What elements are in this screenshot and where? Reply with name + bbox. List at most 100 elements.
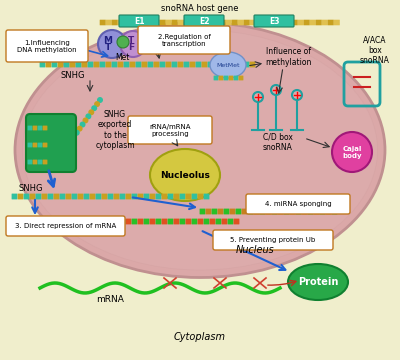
FancyBboxPatch shape <box>162 194 168 199</box>
FancyBboxPatch shape <box>150 194 156 199</box>
Text: SNHG: SNHG <box>18 184 42 193</box>
Circle shape <box>94 101 100 107</box>
FancyBboxPatch shape <box>118 20 124 25</box>
FancyBboxPatch shape <box>78 194 84 199</box>
FancyBboxPatch shape <box>238 20 244 25</box>
Text: M: M <box>104 36 112 45</box>
FancyBboxPatch shape <box>54 194 60 199</box>
Text: 5. Preventing protein Ub: 5. Preventing protein Ub <box>230 237 316 243</box>
Ellipse shape <box>210 52 246 78</box>
FancyBboxPatch shape <box>230 208 235 215</box>
FancyBboxPatch shape <box>108 194 114 199</box>
FancyBboxPatch shape <box>178 62 184 67</box>
FancyBboxPatch shape <box>33 126 38 130</box>
FancyBboxPatch shape <box>210 219 215 224</box>
FancyBboxPatch shape <box>136 62 142 67</box>
FancyBboxPatch shape <box>334 20 340 25</box>
FancyBboxPatch shape <box>304 20 310 25</box>
Circle shape <box>88 109 94 115</box>
FancyBboxPatch shape <box>114 194 120 199</box>
FancyBboxPatch shape <box>213 230 333 250</box>
FancyBboxPatch shape <box>138 194 144 199</box>
FancyBboxPatch shape <box>70 62 76 67</box>
FancyBboxPatch shape <box>144 219 150 224</box>
FancyBboxPatch shape <box>206 208 211 215</box>
FancyBboxPatch shape <box>148 20 154 25</box>
FancyBboxPatch shape <box>48 194 54 199</box>
FancyBboxPatch shape <box>200 208 206 215</box>
FancyBboxPatch shape <box>284 208 290 215</box>
FancyBboxPatch shape <box>112 20 118 25</box>
Text: Cajal
body: Cajal body <box>342 145 362 158</box>
Text: Influence of
methylation: Influence of methylation <box>265 47 311 67</box>
FancyBboxPatch shape <box>242 208 247 215</box>
FancyBboxPatch shape <box>132 219 138 224</box>
FancyBboxPatch shape <box>196 20 202 25</box>
Text: Cytoplasm: Cytoplasm <box>174 332 226 342</box>
Text: F: F <box>128 42 134 51</box>
FancyBboxPatch shape <box>144 194 150 199</box>
FancyBboxPatch shape <box>48 219 54 224</box>
FancyBboxPatch shape <box>126 219 132 224</box>
FancyBboxPatch shape <box>156 219 162 224</box>
FancyBboxPatch shape <box>30 219 36 224</box>
FancyBboxPatch shape <box>154 62 160 67</box>
FancyBboxPatch shape <box>43 143 48 147</box>
FancyBboxPatch shape <box>180 194 186 199</box>
FancyBboxPatch shape <box>148 62 154 67</box>
FancyBboxPatch shape <box>160 20 166 25</box>
FancyBboxPatch shape <box>120 219 126 224</box>
FancyBboxPatch shape <box>124 62 130 67</box>
FancyBboxPatch shape <box>108 219 114 224</box>
Circle shape <box>117 36 129 48</box>
FancyBboxPatch shape <box>66 194 72 199</box>
FancyBboxPatch shape <box>172 62 178 67</box>
Circle shape <box>71 134 77 140</box>
FancyBboxPatch shape <box>33 143 38 147</box>
Circle shape <box>85 113 91 120</box>
FancyBboxPatch shape <box>286 20 292 25</box>
FancyBboxPatch shape <box>204 219 210 224</box>
FancyBboxPatch shape <box>38 159 42 165</box>
FancyBboxPatch shape <box>224 208 230 215</box>
FancyBboxPatch shape <box>226 62 231 67</box>
FancyBboxPatch shape <box>90 219 96 224</box>
Circle shape <box>77 126 83 132</box>
FancyBboxPatch shape <box>226 20 232 25</box>
FancyBboxPatch shape <box>202 20 208 25</box>
FancyBboxPatch shape <box>106 62 111 67</box>
FancyBboxPatch shape <box>174 219 180 224</box>
FancyBboxPatch shape <box>28 159 32 165</box>
Ellipse shape <box>150 149 220 201</box>
Text: Protein: Protein <box>298 277 338 287</box>
FancyBboxPatch shape <box>290 208 295 215</box>
FancyBboxPatch shape <box>268 20 274 25</box>
FancyBboxPatch shape <box>254 15 294 27</box>
FancyBboxPatch shape <box>250 20 256 25</box>
FancyBboxPatch shape <box>204 194 210 199</box>
FancyBboxPatch shape <box>178 20 184 25</box>
FancyBboxPatch shape <box>106 20 112 25</box>
FancyBboxPatch shape <box>60 219 66 224</box>
FancyBboxPatch shape <box>250 62 256 67</box>
Text: MetMet: MetMet <box>216 63 240 68</box>
FancyBboxPatch shape <box>72 194 78 199</box>
FancyBboxPatch shape <box>26 114 76 172</box>
FancyBboxPatch shape <box>198 194 204 199</box>
FancyBboxPatch shape <box>238 76 243 80</box>
FancyBboxPatch shape <box>60 194 66 199</box>
FancyBboxPatch shape <box>228 219 234 224</box>
Circle shape <box>74 130 80 136</box>
FancyBboxPatch shape <box>119 15 159 27</box>
FancyBboxPatch shape <box>46 62 52 67</box>
Ellipse shape <box>22 30 378 270</box>
FancyBboxPatch shape <box>174 194 180 199</box>
FancyBboxPatch shape <box>42 194 48 199</box>
FancyBboxPatch shape <box>100 20 106 25</box>
Circle shape <box>332 132 372 172</box>
Text: 2.Regulation of
transcription: 2.Regulation of transcription <box>158 33 210 46</box>
FancyBboxPatch shape <box>254 208 259 215</box>
FancyBboxPatch shape <box>292 20 298 25</box>
FancyBboxPatch shape <box>214 76 218 80</box>
FancyBboxPatch shape <box>190 62 196 67</box>
